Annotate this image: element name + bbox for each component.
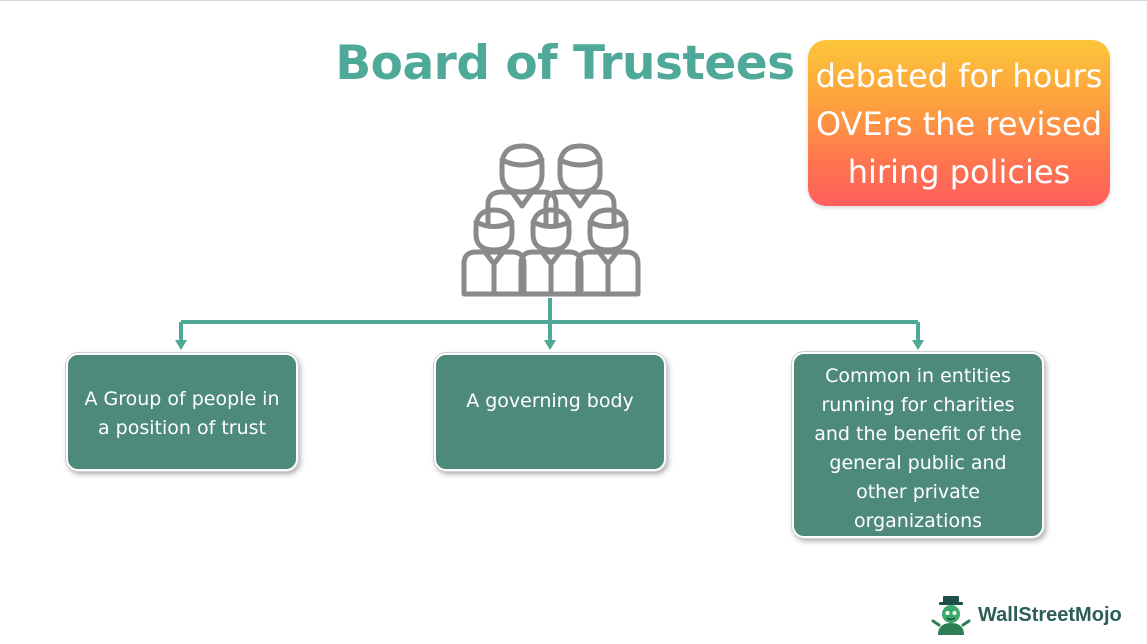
group-of-people-icon <box>461 143 641 297</box>
arrow-head-center <box>544 340 556 350</box>
box-line: general public and <box>829 452 1007 474</box>
box-line: running for charities <box>821 394 1015 416</box>
sticker-line: debated for hours <box>815 57 1103 95</box>
box-line: a position of trust <box>98 417 266 439</box>
sticker-line: hiring policies <box>847 153 1071 191</box>
trustees-definition-box: A Group of people in a position of trust <box>66 353 298 471</box>
brand-logo: WallStreetMojo <box>930 595 1130 635</box>
box-line: A Group of people in <box>84 388 280 410</box>
person-back-left-icon <box>485 143 559 229</box>
box-line: Common in entities <box>825 365 1011 387</box>
person-front-center-icon <box>518 207 584 297</box>
top-divider <box>0 0 1147 1</box>
sticker-note: debated for hours OVErs the revised hiri… <box>808 40 1110 206</box>
mascot-icon <box>931 596 971 635</box>
box-line: and the benefit of the <box>814 423 1022 445</box>
page-title: Board of Trustees <box>335 36 795 91</box>
common-entities-box: Common in entities running for charities… <box>792 352 1044 538</box>
arrow-head-right <box>912 340 924 350</box>
person-back-right-icon <box>543 143 617 229</box>
box-line: A governing body <box>466 390 634 412</box>
person-front-left-icon <box>461 207 527 297</box>
logo-text: WallStreetMojo <box>978 604 1122 626</box>
arrow-head-left <box>175 340 187 350</box>
person-front-right-icon <box>575 207 641 297</box>
sticker-text: debated for hours OVErs the revised hiri… <box>808 52 1110 196</box>
box-line: organizations <box>853 510 983 532</box>
sticker-line: OVErs the revised <box>815 105 1103 143</box>
governing-body-box: A governing body <box>434 353 666 471</box>
box-line: other private <box>856 481 980 503</box>
